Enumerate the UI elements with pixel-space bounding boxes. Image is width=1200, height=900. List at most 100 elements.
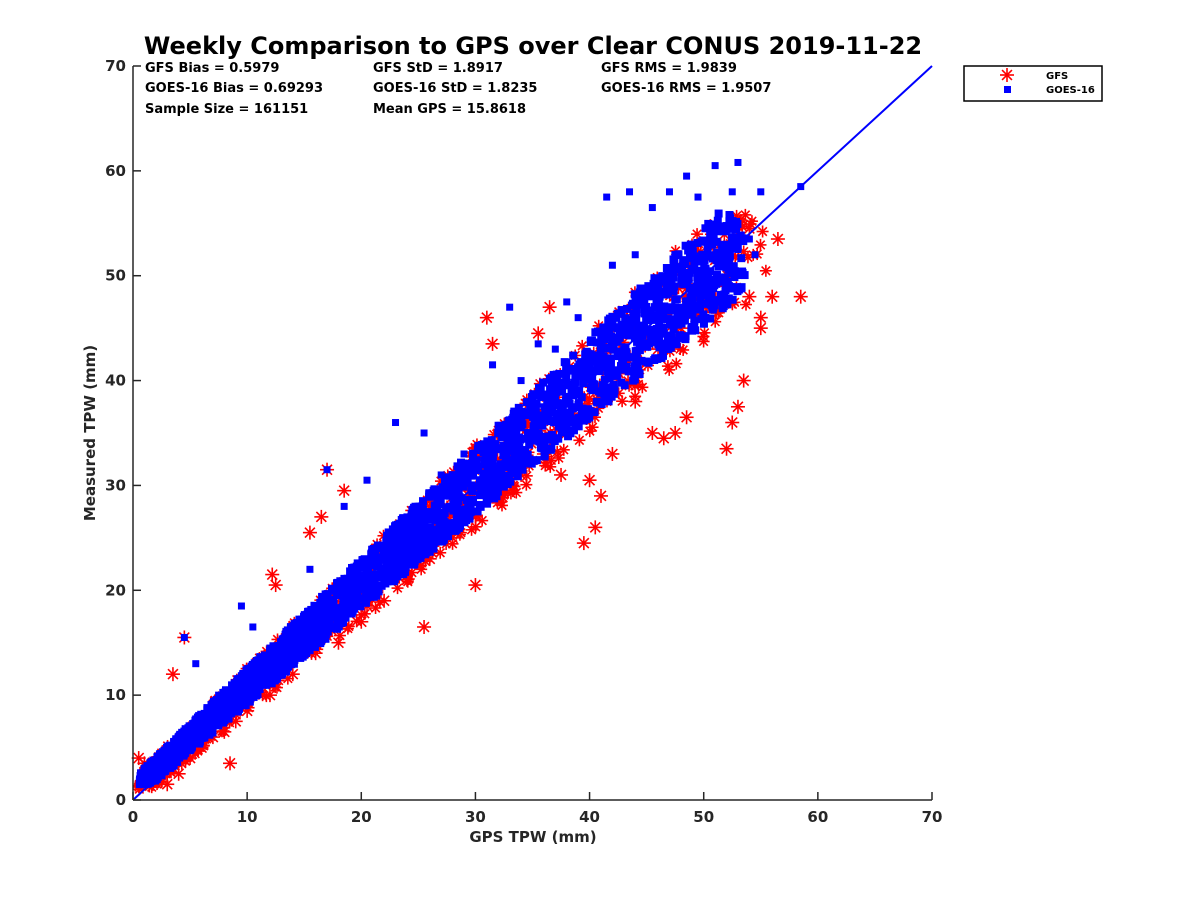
goes16-cloud-point [402, 542, 411, 551]
goes16-cloud-point [211, 718, 220, 727]
goes16-cloud-point [701, 224, 710, 233]
gfs-point [354, 614, 369, 629]
x-tick-label: 30 [465, 808, 486, 826]
goes16-cloud-point [316, 608, 325, 617]
goes16-cloud-point [714, 209, 723, 218]
x-axis-ticks: 0 10 20 30 40 50 60 70 [128, 792, 942, 826]
goes16-point [626, 188, 634, 196]
goes16-cloud-point [644, 358, 653, 367]
goes16-point [449, 487, 457, 495]
goes16-point [460, 450, 468, 458]
x-tick-label: 40 [579, 808, 600, 826]
goes16-cloud-point [420, 548, 429, 557]
goes16-cloud-point [664, 345, 673, 354]
goes16-cloud-point [469, 449, 478, 458]
goes16-cloud-point [599, 323, 608, 332]
goes16-point [357, 571, 365, 579]
goes16-cloud-point [549, 416, 558, 425]
goes16-point [197, 717, 205, 725]
goes16-cloud-point [495, 474, 504, 483]
goes16-cloud-point [295, 648, 304, 657]
goes16-cloud-point [454, 489, 463, 498]
goes16-series [135, 158, 805, 789]
goes16-cloud-point [719, 302, 728, 311]
goes16-cloud-point [712, 237, 721, 246]
goes16-cloud-point [632, 308, 641, 317]
goes16-cloud-point [704, 240, 713, 249]
goes16-cloud-point [428, 511, 437, 520]
goes16-cloud-point [582, 347, 591, 356]
goes16-point [403, 529, 411, 537]
goes16-cloud-point [240, 701, 249, 710]
goes16-cloud-point [644, 312, 653, 321]
gfs-point [730, 399, 745, 414]
goes16-cloud-point [387, 554, 396, 563]
goes16-point [249, 623, 257, 631]
goes16-cloud-point [633, 337, 642, 346]
gfs-point [554, 467, 569, 482]
goes16-cloud-point [395, 543, 404, 552]
goes16-cloud-point [523, 428, 532, 437]
goes16-cloud-point [547, 444, 556, 453]
goes16-cloud-point [445, 502, 454, 511]
goes16-cloud-point [466, 503, 475, 512]
goes16-cloud-point [632, 357, 641, 366]
goes16-cloud-point [211, 711, 220, 720]
y-tick-label: 10 [105, 686, 126, 704]
goes16-cloud-point [712, 270, 721, 279]
goes16-cloud-point [667, 305, 676, 314]
goes16-cloud-point [327, 597, 336, 606]
goes16-cloud-point [605, 320, 614, 329]
goes16-cloud-point [517, 407, 526, 416]
goes16-cloud-point [477, 482, 486, 491]
gfs-point [468, 578, 483, 593]
goes16-cloud-point [402, 548, 411, 557]
goes16-cloud-point [485, 462, 494, 471]
y-tick-label: 60 [105, 162, 126, 180]
goes16-cloud-point [663, 334, 672, 343]
goes16-cloud-point [637, 339, 646, 348]
goes16-cloud-point [566, 418, 575, 427]
gfs-point [223, 756, 238, 771]
goes16-cloud-point [216, 717, 225, 726]
goes16-cloud-point [178, 728, 187, 737]
goes16-cloud-point [528, 408, 537, 417]
goes16-point [608, 261, 616, 269]
goes16-point [277, 644, 285, 652]
goes16-cloud-point [540, 452, 549, 461]
goes16-cloud-point [733, 287, 742, 296]
goes16-cloud-point [580, 370, 589, 379]
gfs-point [542, 300, 557, 315]
goes16-cloud-point [643, 342, 652, 351]
gfs-point [765, 289, 780, 304]
goes16-cloud-point [679, 273, 688, 282]
goes16-cloud-point [237, 672, 246, 681]
goes16-cloud-point [510, 451, 519, 460]
goes16-cloud-point [223, 714, 232, 723]
goes16-cloud-point [540, 432, 549, 441]
goes16-point [551, 392, 559, 400]
goes16-cloud-point [681, 332, 690, 341]
goes16-cloud-point [383, 531, 392, 540]
goes16-point [312, 607, 320, 615]
goes16-cloud-point [352, 562, 361, 571]
goes16-point [694, 193, 702, 201]
gfs-cloud-point [434, 546, 447, 559]
goes16-point [403, 513, 411, 521]
goes16-cloud-point [728, 223, 737, 232]
stat-annotation: GFS StD = 1.8917 [373, 61, 503, 76]
goes16-cloud-point [327, 584, 336, 593]
goes16-cloud-point [656, 277, 665, 286]
goes16-point [140, 765, 148, 773]
goes16-cloud-point [573, 415, 582, 424]
legend: GFS GOES-16 [963, 65, 1103, 102]
goes16-point [163, 749, 171, 757]
goes16-cloud-point [635, 288, 644, 297]
goes16-cloud-point [485, 494, 494, 503]
goes16-cloud-point [362, 573, 371, 582]
gfs-cloud-point [756, 225, 769, 238]
goes16-cloud-point [290, 620, 299, 629]
goes16-cloud-point [708, 240, 717, 249]
goes16-cloud-point [560, 417, 569, 426]
goes16-cloud-point [682, 297, 691, 306]
